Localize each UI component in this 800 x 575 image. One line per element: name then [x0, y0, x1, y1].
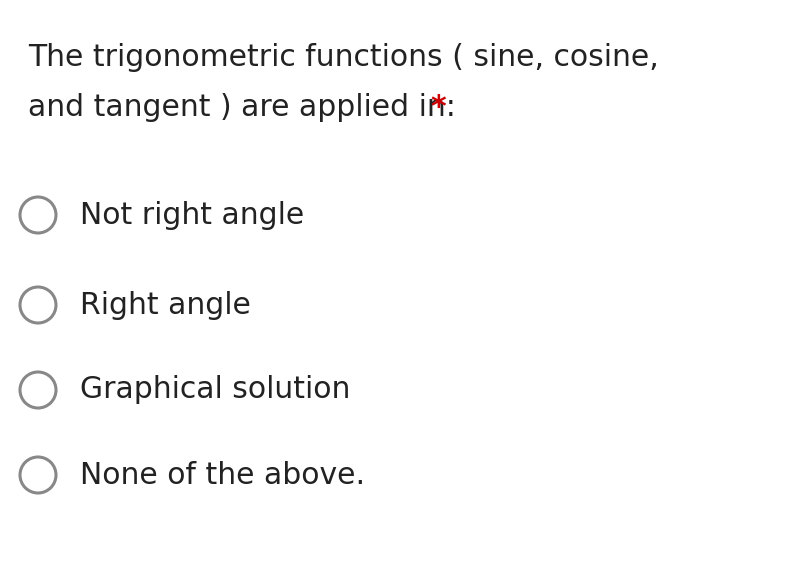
- Circle shape: [20, 287, 56, 323]
- Circle shape: [20, 197, 56, 233]
- Text: Not right angle: Not right angle: [80, 201, 304, 229]
- Text: Graphical solution: Graphical solution: [80, 375, 350, 404]
- Text: None of the above.: None of the above.: [80, 461, 365, 489]
- Text: Right angle: Right angle: [80, 290, 251, 320]
- Circle shape: [20, 457, 56, 493]
- Text: and tangent ) are applied in:: and tangent ) are applied in:: [28, 94, 456, 122]
- Circle shape: [20, 372, 56, 408]
- Text: The trigonometric functions ( sine, cosine,: The trigonometric functions ( sine, cosi…: [28, 44, 658, 72]
- Text: *: *: [430, 94, 446, 122]
